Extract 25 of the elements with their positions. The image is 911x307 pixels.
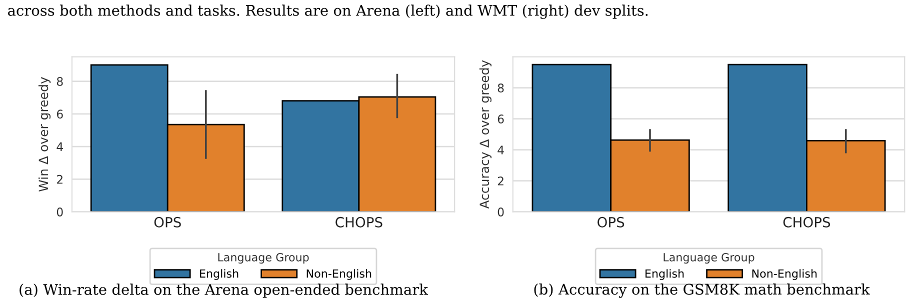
x-tick-label: CHOPS bbox=[783, 216, 830, 228]
x-tick-label: OPS bbox=[598, 216, 624, 228]
legend-title: Language Group bbox=[218, 253, 309, 264]
legend-label: Non-English bbox=[306, 269, 372, 280]
y-tick-label: 6 bbox=[498, 114, 504, 124]
x-tick-label: OPS bbox=[154, 216, 181, 228]
y-tick-label: 6 bbox=[56, 110, 63, 119]
legend-label: English bbox=[200, 269, 238, 280]
x-tick-label: CHOPS bbox=[336, 216, 382, 228]
y-tick-label: 0 bbox=[498, 208, 504, 216]
legend-label: English bbox=[646, 269, 684, 280]
y-tick-label: 8 bbox=[56, 76, 63, 86]
text: (b) Accuracy on the GSM8K math benchmark bbox=[534, 283, 870, 298]
y-axis-title: Accuracy Δ over greedy bbox=[479, 60, 492, 209]
y-tick-label: 8 bbox=[498, 84, 504, 92]
y-tick-label: 2 bbox=[56, 174, 62, 184]
y-tick-label: 4 bbox=[56, 142, 63, 152]
legend-title: Language Group bbox=[664, 253, 754, 264]
text: across both methods and tasks. Results are on Arena (left) and WMT (right) dev splits. bbox=[8, 4, 648, 19]
legend-label: Non-English bbox=[752, 269, 817, 280]
y-axis-title: Win Δ over greedy bbox=[38, 77, 51, 192]
y-tick-label: 0 bbox=[56, 208, 63, 216]
y-tick-label: 2 bbox=[498, 176, 504, 186]
y-tick-label: 4 bbox=[498, 146, 504, 154]
text: (a) Win-rate delta on the Arena open-ended benchmark bbox=[20, 284, 428, 298]
